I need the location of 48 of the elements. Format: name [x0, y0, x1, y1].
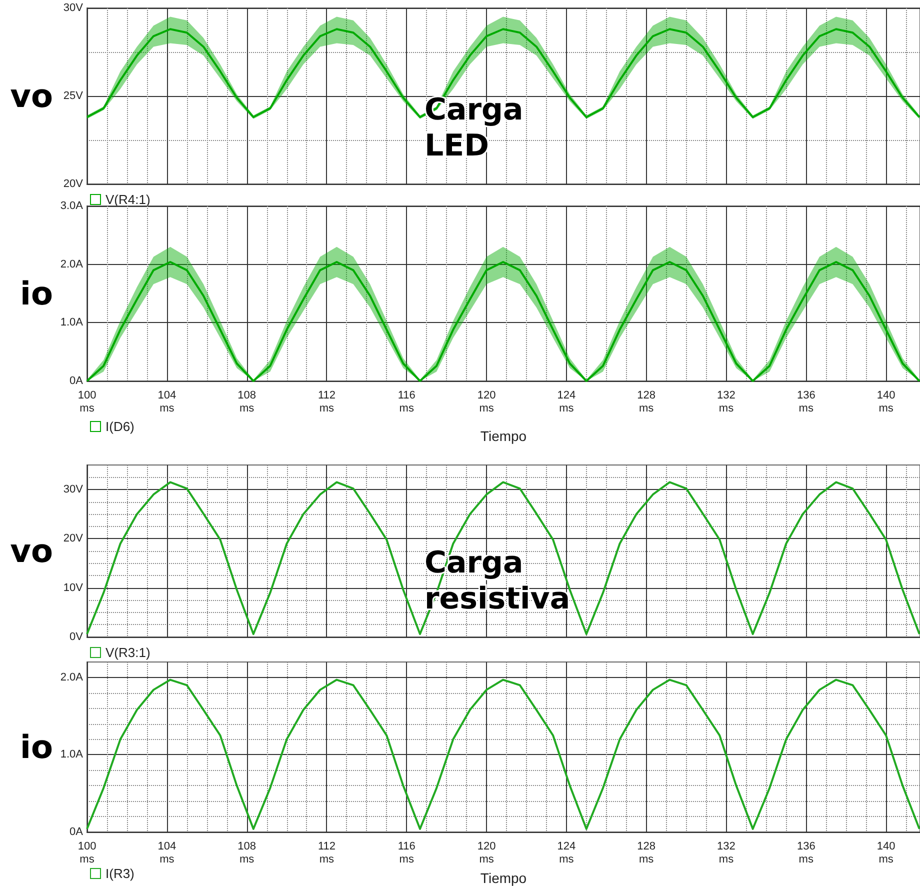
x-tick-label: 100 ms	[78, 840, 96, 866]
x-tick-label: 136 ms	[796, 840, 816, 866]
y-tick-label: 20V	[63, 178, 84, 190]
x-tick-label: 104 ms	[158, 390, 176, 414]
y-tick-label: 0A	[70, 826, 84, 838]
x-tick-label: 112 ms	[318, 390, 336, 414]
y-tick-label: 10V	[63, 582, 84, 594]
x-tick-label: 132 ms	[717, 390, 736, 414]
x-tick-label: 124 ms	[557, 840, 576, 866]
y-axis-title: vo	[10, 77, 53, 115]
y-axis-title: io	[20, 274, 53, 312]
y-tick-label: 0A	[70, 375, 84, 387]
legend-label: V(R3:1)	[106, 645, 150, 660]
x-tick-label: 136 ms	[796, 390, 816, 414]
x-tick-label: 116 ms	[398, 390, 416, 414]
x-tick-label: 140 ms	[876, 840, 896, 866]
legend-label: I(R3)	[106, 866, 134, 881]
y-tick-label: 30V	[63, 484, 84, 496]
x-axis-title: Tiempo	[480, 870, 527, 886]
y-tick-label: 30V	[63, 2, 84, 14]
x-tick-label: 132 ms	[717, 840, 736, 866]
y-tick-label: 2.0A	[60, 258, 84, 270]
y-axis-title: io	[20, 728, 53, 766]
x-tick-label: 112 ms	[318, 840, 336, 866]
x-tick-label: 140 ms	[876, 390, 896, 414]
y-tick-label: 1.0A	[60, 316, 84, 329]
x-tick-label: 124 ms	[557, 390, 576, 414]
x-tick-label: 100 ms	[78, 390, 96, 414]
x-tick-label: 120 ms	[477, 390, 496, 414]
x-tick-label: 128 ms	[637, 840, 656, 866]
legend-label: V(R4:1)	[106, 192, 150, 207]
x-tick-label: 104 ms	[158, 840, 176, 866]
y-tick-label: 3.0A	[60, 200, 84, 212]
y-tick-label: 25V	[63, 90, 84, 102]
line-series	[86, 481, 920, 636]
x-tick-label: 128 ms	[637, 390, 656, 414]
x-tick-label: 116 ms	[398, 840, 416, 866]
x-tick-label: 108 ms	[238, 840, 256, 866]
x-tick-label: 120 ms	[477, 840, 496, 866]
y-tick-label: 20V	[63, 532, 84, 545]
legend-label: I(D6)	[106, 419, 134, 434]
y-axis-title: vo	[10, 532, 53, 570]
y-tick-label: 2.0A	[60, 671, 84, 684]
line-series	[86, 678, 920, 830]
x-tick-label: 108 ms	[238, 390, 256, 414]
y-tick-label: 0V	[70, 631, 84, 643]
x-axis-title: Tiempo	[480, 428, 527, 444]
y-tick-label: 1.0A	[60, 748, 84, 761]
